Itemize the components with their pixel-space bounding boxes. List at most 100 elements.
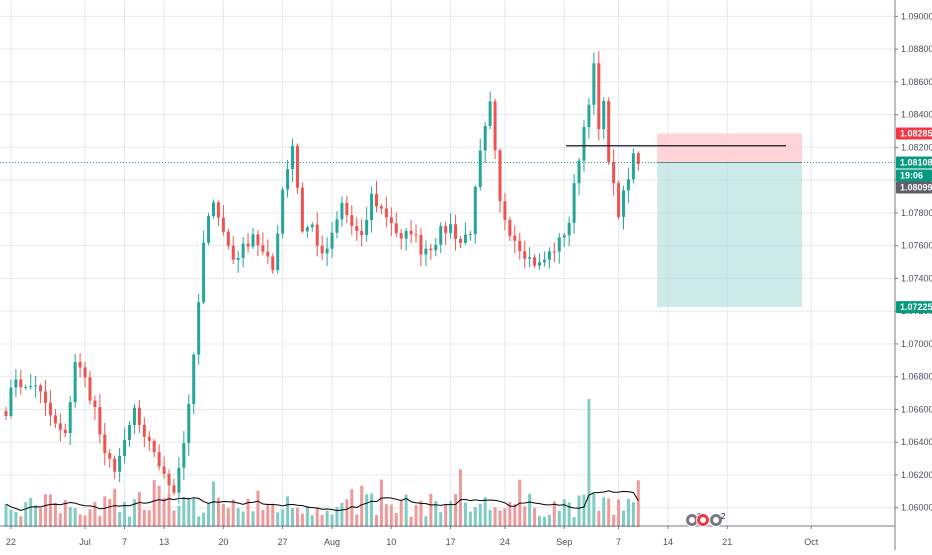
candle-body (626, 179, 630, 191)
candle (300, 182, 304, 234)
event-marker-2[interactable] (696, 513, 710, 527)
volume-bar (251, 511, 255, 527)
candle-body (197, 302, 201, 355)
volume-bar (305, 505, 309, 527)
volume-bar (123, 501, 127, 527)
volume-bar (68, 507, 72, 527)
candle (567, 216, 571, 246)
candle-body (547, 251, 551, 260)
volume-bar (19, 516, 23, 527)
candle (508, 216, 512, 242)
date-axis[interactable]: 22 Jul 7 13 20 27 Aug 10 17 24 Sep 7 14 21 Oct (0, 525, 895, 547)
volume-bar (488, 510, 492, 527)
volume-bar (202, 512, 206, 527)
target-price-label: 1.07225 (896, 301, 932, 314)
candle (211, 199, 215, 219)
candle (449, 213, 453, 239)
volume-bar (404, 494, 408, 527)
candle-body (567, 222, 571, 236)
candle (394, 212, 398, 238)
candle (207, 212, 211, 246)
candle (216, 200, 220, 227)
price-tick-label: 1.08800 (901, 44, 932, 54)
candle (503, 192, 507, 231)
candle-body (340, 202, 344, 220)
stop-loss-zone[interactable] (657, 133, 802, 163)
candle-body (157, 452, 161, 467)
volume-bar (617, 499, 621, 527)
volume-bar (261, 509, 265, 527)
candle (379, 203, 383, 215)
candle-body (587, 104, 591, 128)
price-axis[interactable]: 1.09000 1.08800 1.08600 1.08400 1.08200 1.080… (894, 0, 932, 550)
volume-bar (444, 503, 448, 527)
candle (29, 373, 33, 390)
candle (24, 384, 28, 390)
candle (266, 239, 270, 264)
volume-bar (587, 399, 591, 527)
candle-body (83, 367, 87, 378)
candle-body (518, 240, 522, 252)
candle (384, 196, 388, 228)
volume-bar (286, 496, 290, 527)
candle (542, 251, 546, 267)
candle-body (597, 63, 601, 130)
candle (355, 217, 359, 241)
candle (488, 91, 492, 130)
volume-bar (295, 507, 299, 527)
take-profit-zone[interactable] (657, 162, 802, 308)
candle (147, 431, 151, 452)
candle (48, 390, 52, 426)
current-price-label-text: 1.08108 (900, 157, 932, 167)
event-marker-3[interactable]: 2 (709, 512, 727, 527)
candle-body (320, 245, 324, 254)
candle-body (276, 233, 280, 271)
candle-body (478, 150, 482, 187)
volume-bar (463, 502, 467, 527)
price-tick-label: 1.06600 (901, 404, 932, 414)
volume-bar (567, 502, 571, 527)
candle (73, 353, 77, 408)
volume-bar (132, 499, 136, 527)
candle (419, 228, 423, 267)
volume-bar (83, 515, 87, 527)
volume-bar (355, 514, 359, 527)
candle (221, 205, 225, 236)
candle (463, 222, 467, 245)
candle (538, 253, 542, 270)
volume-bar (39, 508, 43, 527)
volume-bar (375, 514, 378, 527)
candle (256, 230, 260, 257)
candle-body (449, 224, 453, 233)
volume-bar (271, 503, 275, 527)
volume-bar (419, 500, 423, 527)
volume-bar (9, 509, 13, 527)
stop-price-label-text: 1.08285 (900, 128, 932, 138)
candle-body (266, 251, 270, 257)
candle-body (256, 234, 260, 246)
candle (261, 232, 265, 256)
volume-bar (276, 512, 280, 527)
candle-body (631, 153, 635, 180)
candle-body (419, 234, 423, 255)
candle-body (73, 361, 77, 403)
volume-bar (24, 502, 28, 527)
candle-body (365, 220, 369, 236)
volume-bar (44, 494, 48, 527)
volume-bar (147, 510, 151, 527)
candle-body (108, 453, 112, 459)
volume-bar (63, 499, 67, 527)
price-tick-label: 1.06200 (901, 470, 932, 480)
target-price-label-text: 1.07225 (900, 302, 932, 312)
candle (631, 148, 635, 184)
event-markers[interactable]: 62 (685, 512, 727, 527)
candle (612, 149, 616, 196)
candle (325, 237, 329, 267)
volume-bar (636, 480, 640, 527)
gridlines (0, 0, 895, 526)
candle (128, 421, 131, 447)
candle (458, 235, 462, 249)
candle-body (617, 183, 621, 218)
